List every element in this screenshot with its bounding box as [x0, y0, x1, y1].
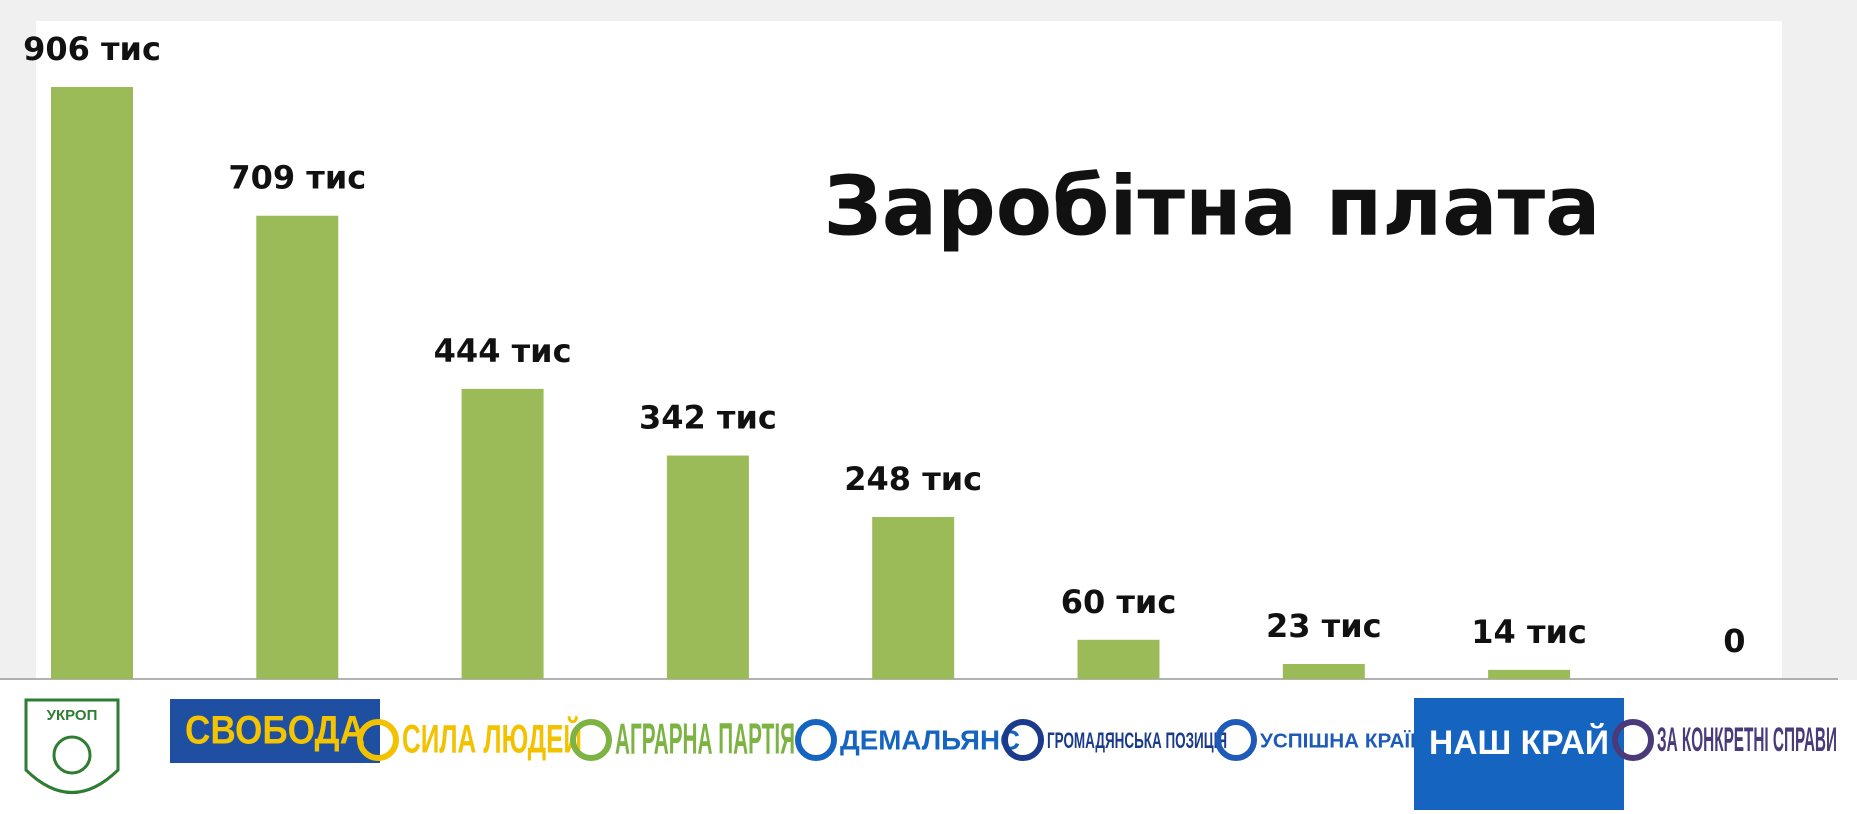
- value-label: 14 тис: [1471, 613, 1587, 651]
- value-label: 906 тис: [23, 30, 161, 68]
- category-logo: СИЛА ЛЮДЕЙ: [402, 716, 582, 762]
- value-label: 60 тис: [1061, 583, 1177, 621]
- category-logo: ДЕМАЛЬЯНС: [840, 724, 1020, 755]
- category-logo: ЗА КОНКРЕТНІ СПРАВИ: [1657, 721, 1837, 759]
- logo-icon: [52, 735, 92, 775]
- value-label: 709 тис: [228, 159, 366, 197]
- bar: [872, 516, 955, 679]
- logo-icon: [1215, 719, 1257, 761]
- bar: [1488, 669, 1571, 679]
- logo-icon: [1612, 719, 1654, 761]
- logo-icon: [357, 719, 399, 761]
- value-label: 23 тис: [1266, 607, 1382, 645]
- bar: [666, 455, 749, 679]
- logo-box: [170, 699, 380, 763]
- logo-icon: [570, 719, 612, 761]
- logo-icon: [1002, 719, 1044, 761]
- bar: [461, 388, 544, 679]
- logo-icon: [795, 719, 837, 761]
- logo-box: [1414, 698, 1624, 810]
- value-label: 248 тис: [844, 460, 982, 498]
- category-logo: НАШ КРАЙ: [1429, 723, 1609, 762]
- logo-shield: [24, 698, 120, 794]
- category-logo: СВОБОДА: [185, 709, 365, 753]
- category-logo: УСПІШНА КРАЇНА: [1260, 729, 1440, 752]
- chart-title: Заробітна плата: [824, 159, 1601, 254]
- value-label: 342 тис: [639, 399, 777, 437]
- value-label: 0: [1723, 622, 1745, 660]
- category-logo: ГРОМАДЯНСЬКА ПОЗИЦІЯ: [1047, 728, 1227, 753]
- value-label: 444 тис: [434, 332, 572, 370]
- bar: [1282, 663, 1365, 679]
- bar: [1077, 639, 1160, 679]
- category-logo: АГРАРНА ПАРТІЯ: [615, 715, 795, 764]
- bar: [256, 215, 339, 679]
- category-logo: УКРОП: [47, 707, 98, 724]
- bar: [51, 87, 133, 679]
